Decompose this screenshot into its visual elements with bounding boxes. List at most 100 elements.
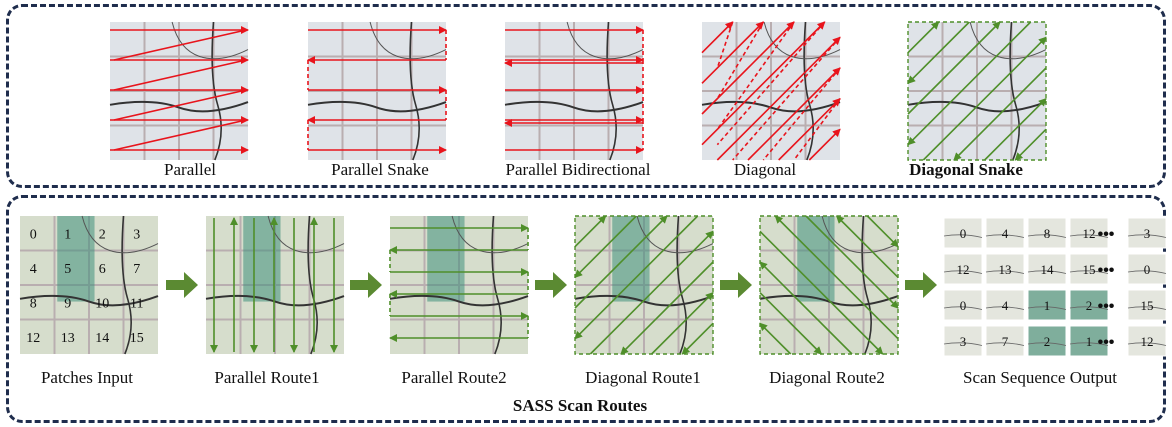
output-cell-crack [985,234,1025,238]
arrow-diagonal-snake [953,67,1047,161]
diagonal-snake-border [907,21,1047,161]
output-cell [985,289,1025,321]
output-cell-crack [1127,306,1167,310]
arrow-diagonal-snake [984,97,1047,161]
arrow-diagonal-return [762,67,841,161]
image-parallel [109,21,249,161]
diag-route2-line [759,230,884,355]
output-cell [1069,217,1109,249]
diag-route1-line [574,215,607,248]
diag-route2-line [835,215,899,278]
image-parallel-bidirectional [504,21,644,161]
patch-number: 1 [64,227,71,242]
output-cell [1127,289,1167,321]
arrow-diagonal-snake [907,21,1001,115]
patch-number: 10 [95,296,109,311]
diag-route1-line [574,215,668,309]
patch-number: 5 [64,262,71,277]
image-parallel-route1 [205,215,345,355]
output-cell-number: 12 [1083,226,1096,241]
image-patches-input [19,215,159,355]
patch-number: 6 [99,262,106,277]
patch-number: 8 [30,296,37,311]
output-cell-number: 2 [1086,298,1093,313]
flow-arrow [905,272,937,298]
output-cell-crack [985,342,1025,346]
output-cell-number: 0 [960,226,967,241]
diag-route2-border [759,215,899,355]
output-cell [1069,253,1109,285]
patch-number: 11 [130,296,143,311]
diag-route2-line [805,215,899,309]
arrow-diagonal-snake [922,36,1047,161]
output-cell-crack [943,342,983,346]
patch-number: 2 [99,227,106,242]
output-cell [1027,217,1067,249]
output-cell-crack [1127,270,1167,274]
label-diagonal: Diagonal [733,160,797,179]
flow-arrow [535,272,567,298]
arrow-diagonal-snake [907,21,970,85]
output-cell [943,253,983,285]
output-cell-number: 1 [1044,298,1051,313]
output-cell [943,325,983,357]
arrow-diagonal-snake [907,21,940,54]
arrow-diagonal [701,21,734,54]
arrow-diagonal-return [716,21,795,130]
output-cell [1069,289,1109,321]
label-parallel-snake: Parallel Snake [331,160,429,179]
label-parallel-route2: Parallel Route2 [401,368,507,387]
bottom-title: SASS Scan Routes [512,396,648,415]
arrow-parallel-return [113,89,247,121]
output-cell [943,217,983,249]
diag-route1-line [681,322,714,355]
patch-number: 13 [61,331,75,346]
output-cell-number: 8 [1044,226,1051,241]
output-cell-crack [985,306,1025,310]
diag-route1-line [620,261,714,355]
patch-number: 15 [130,331,144,346]
output-cell [985,325,1025,357]
output-cell-crack [1027,234,1067,238]
output-cell-number: 2 [1044,334,1051,349]
output-cell-number: 3 [1144,226,1151,241]
output-cell [1027,325,1067,357]
arrow-diagonal-return [716,21,765,100]
output-cell-crack [943,270,983,274]
output-cell-number: 12 [1141,334,1154,349]
image-diagonal-snake [907,21,1047,161]
output-cell-crack [1027,270,1067,274]
arrow-parallel-return [113,119,247,151]
arrow-diagonal [778,97,841,161]
patch-number: 12 [26,331,40,346]
diag-route1-border [574,215,714,355]
output-cell [1127,325,1167,357]
arrow-diagonal [747,67,841,161]
output-ellipsis: ••• [1098,262,1115,279]
output-cell-number: 14 [1041,262,1055,277]
label-parallel-bidirectional: Parallel Bidirectional [505,160,651,179]
output-cell-crack [1127,234,1167,238]
output-cell-number: 13 [999,262,1012,277]
image-parallel-snake [307,21,447,161]
label-parallel-route1: Parallel Route1 [214,368,320,387]
output-cell-number: 4 [1002,226,1009,241]
arrow-diagonal-snake [907,21,1032,146]
output-cell-number: 15 [1141,298,1154,313]
output-cell-number: 12 [957,262,970,277]
output-cell-crack [1027,306,1067,310]
flow-arrow [720,272,752,298]
output-cell [985,217,1025,249]
output-ellipsis: ••• [1098,298,1115,315]
image-parallel-route2 [389,215,529,355]
output-cell [985,253,1025,285]
output-cell [1069,325,1109,357]
diag-route1-line [589,230,714,355]
arrow-diagonal-return [716,21,734,69]
image-diagonal-route2 [759,215,899,355]
arrow-diagonal-return [716,21,826,146]
output-cell [1127,253,1167,285]
output-cell-number: 7 [1002,334,1009,349]
diag-route2-line [866,215,899,248]
arrow-parallel-return [113,29,247,61]
